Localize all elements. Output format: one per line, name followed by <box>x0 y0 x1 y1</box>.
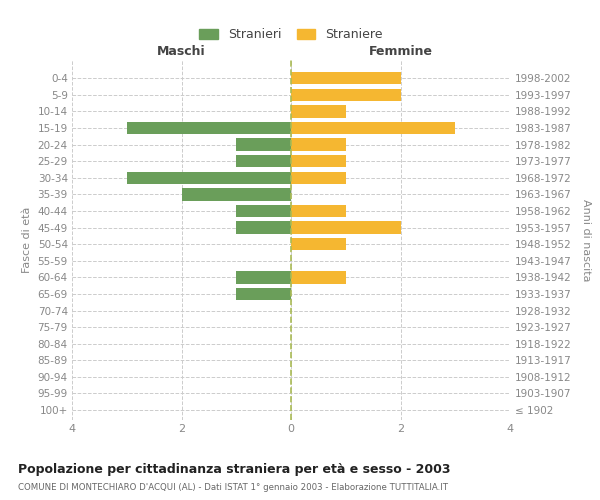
Y-axis label: Anni di nascita: Anni di nascita <box>581 198 591 281</box>
Text: Maschi: Maschi <box>157 46 206 59</box>
Bar <box>182 188 291 200</box>
Bar <box>236 204 291 217</box>
Bar <box>291 222 401 234</box>
Text: Popolazione per cittadinanza straniera per età e sesso - 2003: Popolazione per cittadinanza straniera p… <box>18 462 451 475</box>
Bar <box>236 271 291 283</box>
Bar <box>291 138 346 151</box>
Bar <box>291 72 401 85</box>
Bar <box>236 288 291 300</box>
Bar <box>236 222 291 234</box>
Bar <box>291 88 401 101</box>
Bar <box>127 172 291 184</box>
Y-axis label: Fasce di età: Fasce di età <box>22 207 32 273</box>
Bar <box>236 155 291 168</box>
Bar <box>291 271 346 283</box>
Bar <box>291 204 346 217</box>
Bar <box>291 155 346 168</box>
Bar <box>291 172 346 184</box>
Bar <box>236 138 291 151</box>
Bar <box>291 238 346 250</box>
Bar <box>127 122 291 134</box>
Bar <box>291 105 346 118</box>
Text: Femmine: Femmine <box>368 46 433 59</box>
Text: COMUNE DI MONTECHIARO D'ACQUI (AL) - Dati ISTAT 1° gennaio 2003 - Elaborazione T: COMUNE DI MONTECHIARO D'ACQUI (AL) - Dat… <box>18 482 448 492</box>
Legend: Stranieri, Straniere: Stranieri, Straniere <box>194 23 388 46</box>
Bar <box>291 122 455 134</box>
